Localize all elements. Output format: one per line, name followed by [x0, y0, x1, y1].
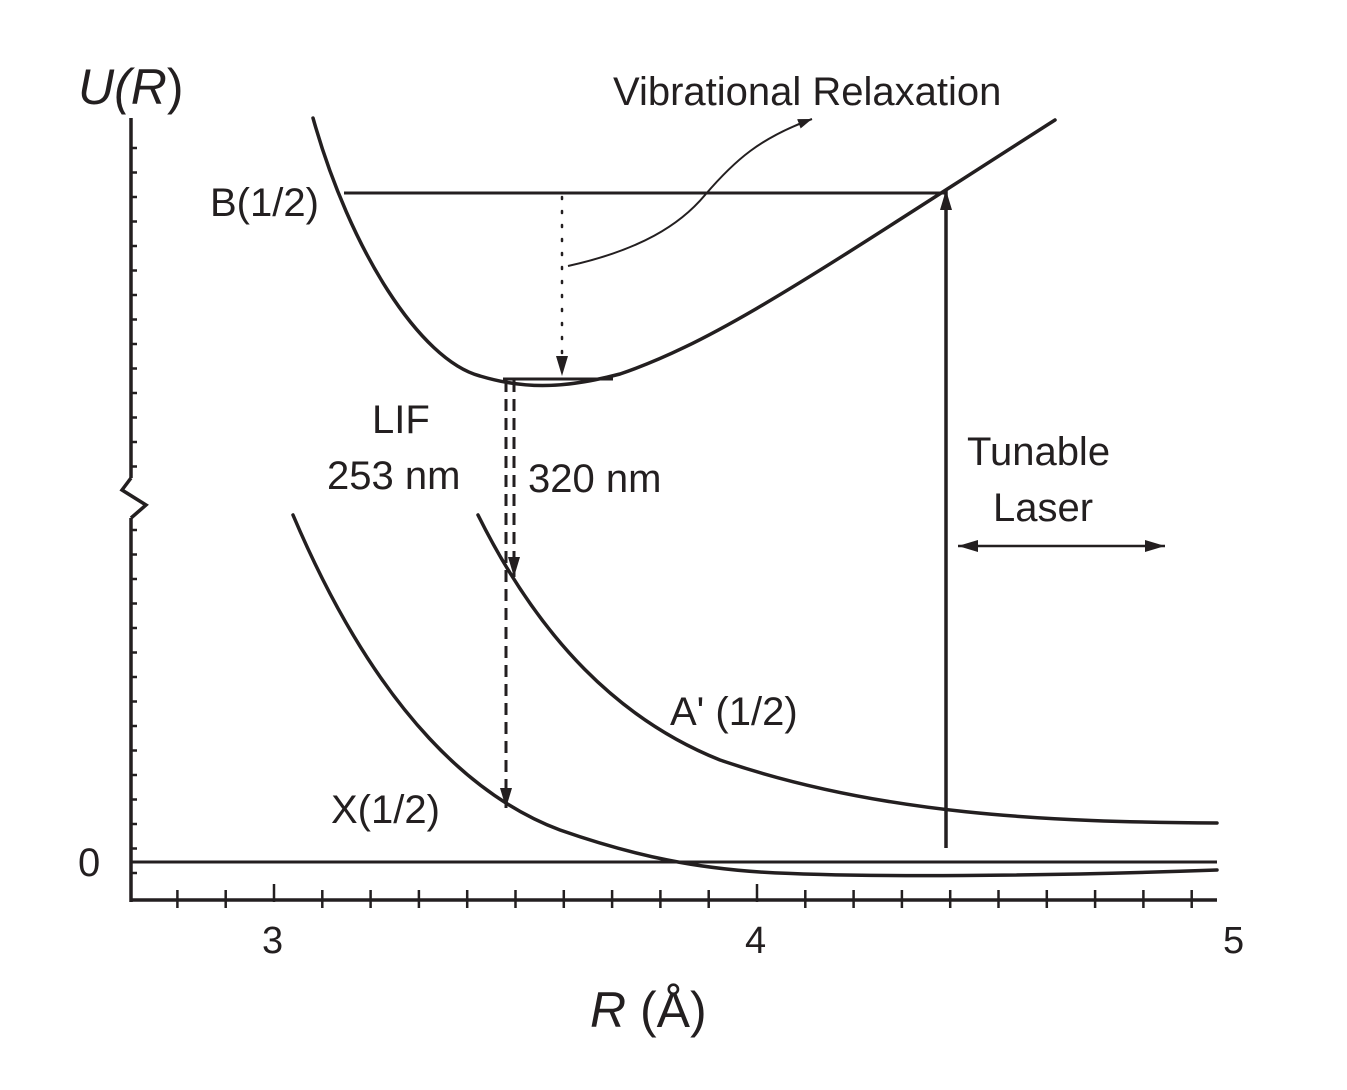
y-axis-label: U(R)	[78, 62, 184, 112]
y-axis-label-function: U(	[78, 59, 131, 115]
y-axis-label-close: )	[166, 59, 184, 115]
x-axis-label-unit: (Å)	[626, 982, 707, 1038]
lif-320-label: 320 nm	[528, 457, 662, 501]
x-axis-ticks	[176, 884, 1193, 908]
x-state-label: X(1/2)	[331, 788, 440, 832]
x-tick-label-3: 3	[262, 920, 284, 962]
vibrational-relaxation-label: Vibrational Relaxation	[613, 70, 1002, 114]
b-state-label: B(1/2)	[210, 181, 319, 225]
y-axis	[119, 118, 149, 902]
lif-label: LIF	[372, 398, 430, 442]
x-axis-label-variable: R	[590, 982, 627, 1038]
y-axis-ticks	[131, 146, 137, 875]
a-prime-state-label: A' (1/2)	[670, 690, 798, 734]
x-axis-label: R (Å)	[590, 985, 707, 1035]
zero-energy-label: 0	[78, 841, 101, 885]
b-state-curve	[311, 116, 1057, 388]
x-state-curve	[291, 513, 1219, 878]
x-tick-label-5: 5	[1223, 920, 1245, 962]
laser-label: Laser	[993, 486, 1094, 530]
a-prime-state-curve	[476, 513, 1219, 825]
x-tick-label-4: 4	[745, 920, 767, 962]
lif-253-label: 253 nm	[327, 454, 461, 498]
y-axis-label-variable: R	[130, 59, 167, 115]
relaxation-pointer-arrow	[567, 118, 813, 267]
tunable-label: Tunable	[967, 430, 1111, 474]
